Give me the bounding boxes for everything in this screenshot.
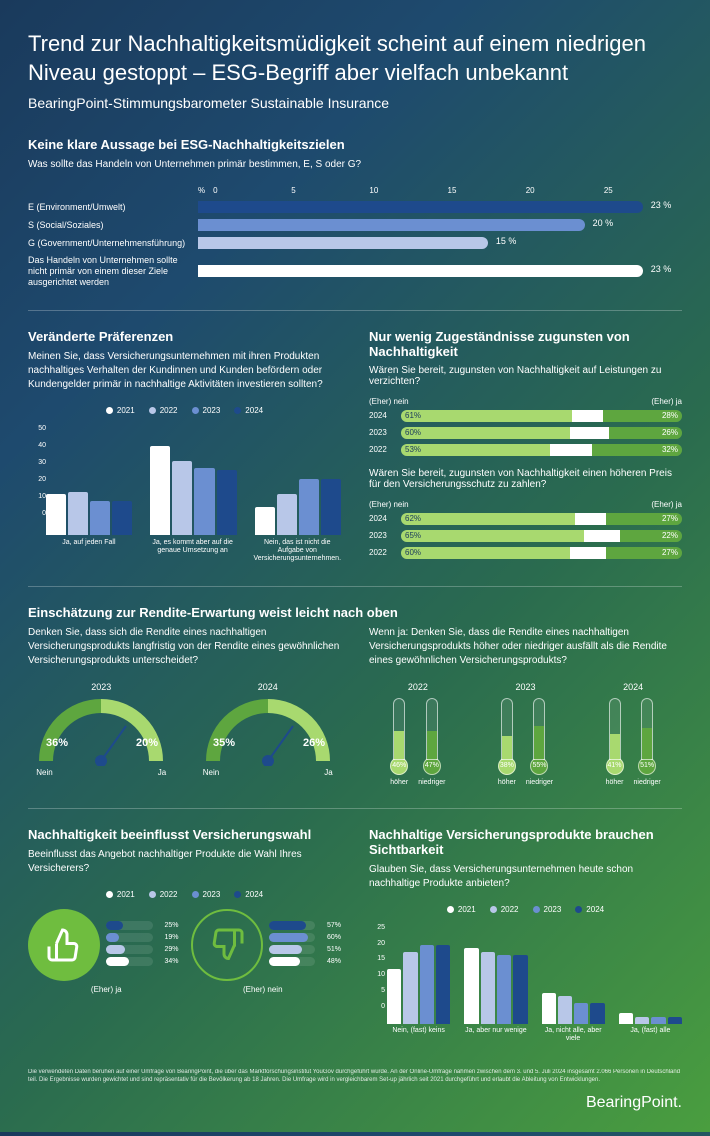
visibility-title: Nachhaltige Versicherungsprodukte brauch…: [369, 827, 682, 857]
year-legend: 2021202220232024: [28, 890, 341, 899]
bar-group: [387, 938, 450, 1024]
thermo-charts: 2022 46% höher 47% niedriger 2023 38: [369, 682, 682, 786]
bar-group: [619, 938, 682, 1024]
page-subtitle: BearingPoint-Stimmungsbarometer Sustaina…: [28, 95, 682, 111]
yes-label: (Eher) ja: [28, 985, 185, 994]
svg-text:35%: 35%: [213, 737, 235, 749]
thumb-bar-row: 60%: [269, 933, 342, 942]
stacked-bar-row: 2023 65% 22%: [369, 530, 682, 542]
influence-question: Beeinflusst das Angebot nachhaltiger Pro…: [28, 848, 341, 876]
thumb-bar-row: 19%: [106, 933, 179, 942]
bar-group: [150, 443, 236, 535]
concessions-title: Nur wenig Zugeständnisse zugunsten von N…: [369, 329, 682, 359]
concessions-q1: Wären Sie bereit, zugunsten von Nachhalt…: [369, 365, 682, 387]
brand-logo: BearingPoint.: [28, 1094, 682, 1112]
esg-chart: E (Environment/Umwelt) 23 % S (Social/So…: [28, 201, 682, 287]
returns-q-right: Wenn ja: Denken Sie, dass die Rendite ei…: [369, 626, 682, 668]
right-label: (Eher) ja: [651, 500, 682, 509]
thermo-group: 2023 38% höher 55% niedriger: [498, 682, 553, 786]
esg-axis: %0510152025: [28, 186, 682, 195]
gauge: 2023 36% 20% NeinJa: [36, 682, 166, 777]
thumb-bar-row: 48%: [269, 957, 342, 966]
esg-bar-row: S (Social/Soziales) 20 %: [28, 219, 682, 231]
footnote: Die verwendeten Daten beruhen auf einer …: [28, 1068, 682, 1085]
returns-q-left: Denken Sie, dass sich die Rendite eines …: [28, 626, 341, 668]
year-legend: 2021202220232024: [369, 905, 682, 914]
returns-title: Einschätzung zur Rendite-Erwartung weist…: [28, 605, 682, 620]
esg-bar-row: Das Handeln von Unternehmen sollte nicht…: [28, 255, 682, 287]
svg-text:26%: 26%: [303, 737, 325, 749]
bar-group: [46, 443, 132, 535]
stacked-bar-row: 2023 60% 26%: [369, 427, 682, 439]
prefs-chart: 50403020100: [28, 425, 341, 535]
left-label: (Eher) nein: [369, 500, 409, 509]
thermo-group: 2024 41% höher 51% niedriger: [606, 682, 661, 786]
esg-title: Keine klare Aussage bei ESG-Nachhaltigke…: [28, 137, 682, 152]
year-legend: 2021202220232024: [28, 406, 341, 415]
bar-group: [464, 938, 527, 1024]
left-label: (Eher) nein: [369, 397, 409, 406]
esg-bar-row: E (Environment/Umwelt) 23 %: [28, 201, 682, 213]
thumbs-up-icon: [28, 909, 100, 981]
thumb-bar-row: 29%: [106, 945, 179, 954]
right-label: (Eher) ja: [651, 397, 682, 406]
no-label: (Eher) nein: [185, 985, 342, 994]
prefs-question: Meinen Sie, dass Versicherungsunternehme…: [28, 350, 341, 392]
svg-text:20%: 20%: [136, 737, 158, 749]
bar-group: [255, 443, 341, 535]
thumb-yes-block: 25% 19% 29% 34%: [28, 909, 179, 981]
gauge: 2024 35% 26% NeinJa: [203, 682, 333, 777]
gauge-charts: 2023 36% 20% NeinJa 2024 35% 26% NeinJa: [28, 682, 341, 777]
visibility-question: Glauben Sie, dass Versicherungsunternehm…: [369, 863, 682, 891]
thumb-bar-row: 57%: [269, 921, 342, 930]
thumb-no-block: 57% 60% 51% 48%: [191, 909, 342, 981]
thermo-group: 2022 46% höher 47% niedriger: [390, 682, 445, 786]
stacked-bar-row: 2024 61% 28%: [369, 410, 682, 422]
esg-question: Was sollte das Handeln von Unternehmen p…: [28, 158, 682, 172]
thumbs-down-icon: [191, 909, 263, 981]
prefs-title: Veränderte Präferenzen: [28, 329, 341, 344]
thumb-bar-row: 34%: [106, 957, 179, 966]
stacked-bar-row: 2022 60% 27%: [369, 547, 682, 559]
concessions-chart-1: 2024 61% 28% 2023 60% 26% 2022 53% 32%: [369, 410, 682, 456]
influence-title: Nachhaltigkeit beeinflusst Versicherungs…: [28, 827, 341, 842]
stacked-bar-row: 2022 53% 32%: [369, 444, 682, 456]
esg-bar-row: G (Government/Unternehmensführung) 15 %: [28, 237, 682, 249]
stacked-bar-row: 2024 62% 27%: [369, 513, 682, 525]
page-title: Trend zur Nachhaltigkeitsmüdigkeit schei…: [28, 30, 682, 87]
visibility-chart: 2520151050: [369, 924, 682, 1024]
concessions-q2: Wären Sie bereit, zugunsten von Nachhalt…: [369, 468, 682, 490]
svg-text:36%: 36%: [46, 737, 68, 749]
bar-group: [542, 938, 605, 1024]
thumb-bar-row: 25%: [106, 921, 179, 930]
thumb-bar-row: 51%: [269, 945, 342, 954]
concessions-chart-2: 2024 62% 27% 2023 65% 22% 2022 60% 27%: [369, 513, 682, 559]
